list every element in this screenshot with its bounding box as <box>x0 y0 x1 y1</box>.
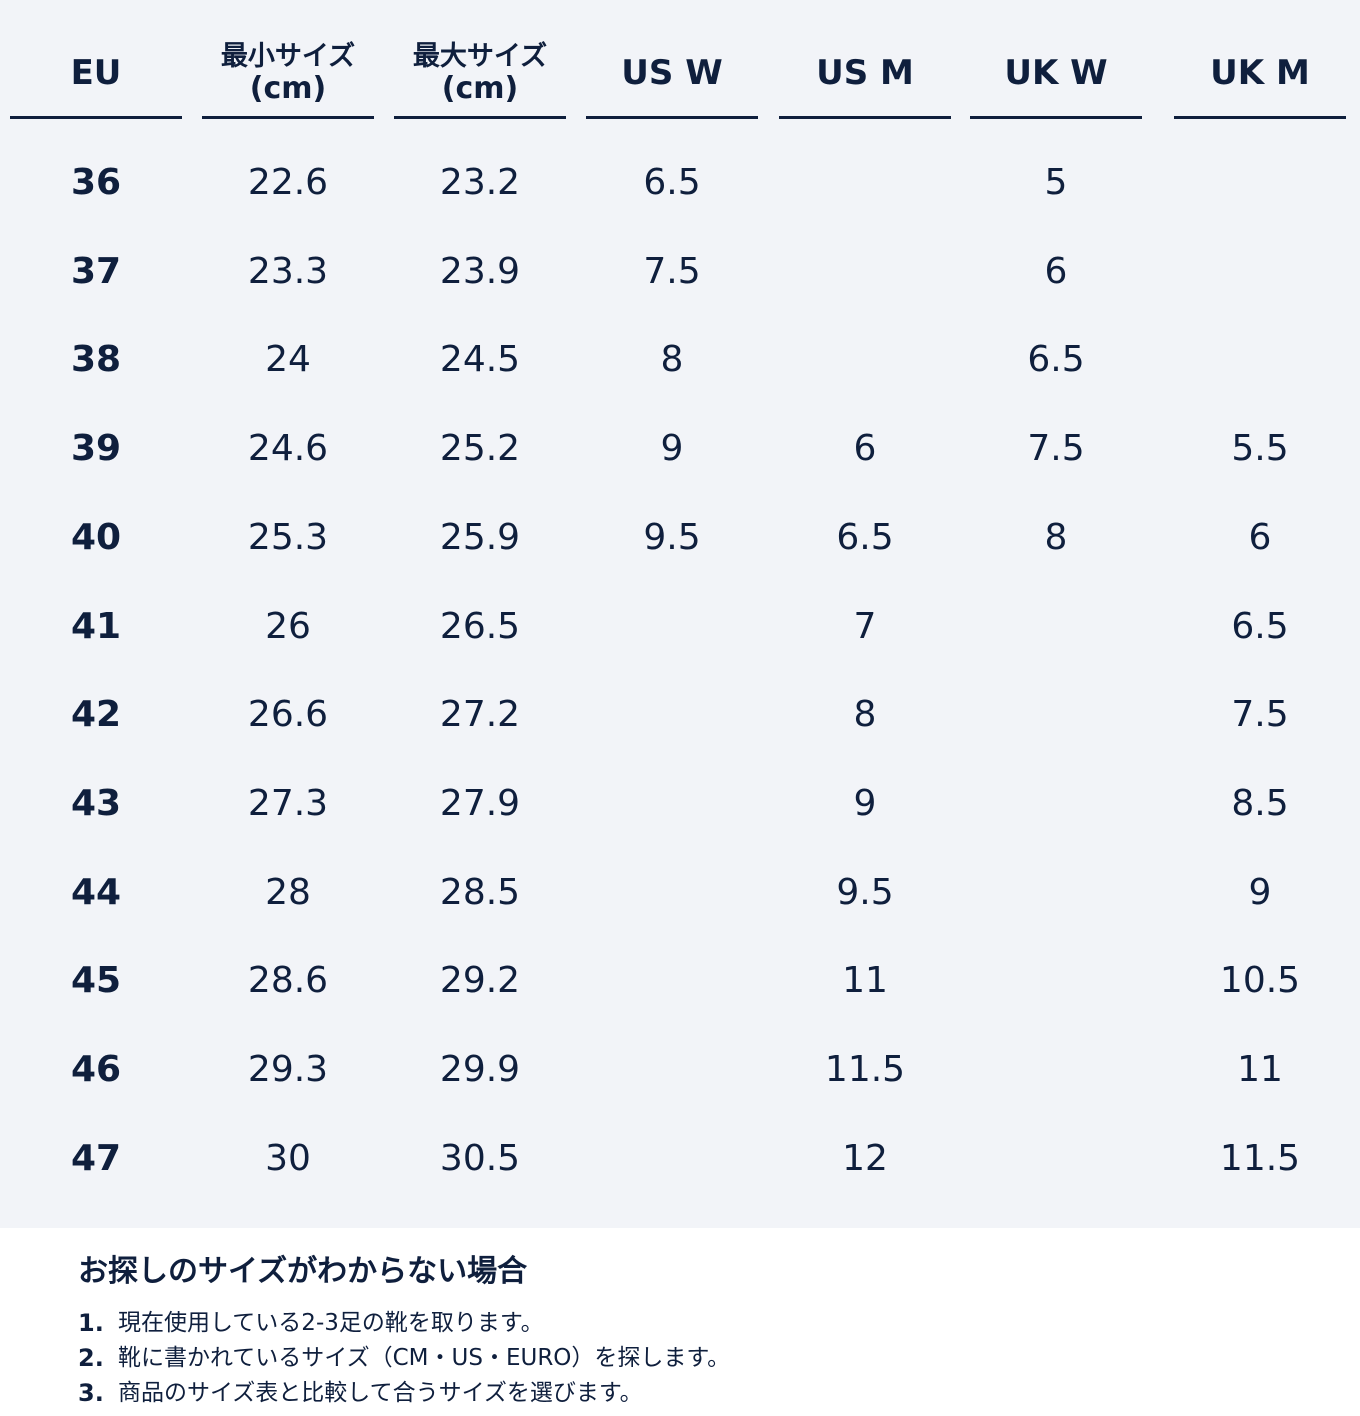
cell-eu: 37 <box>70 250 122 292</box>
cell-max-cm: 27.2 <box>439 694 521 736</box>
cell-us-m: 6 <box>853 428 877 470</box>
cell-eu: 40 <box>70 516 122 558</box>
cell-min-cm: 25.3 <box>247 516 329 558</box>
cell-min-cm: 30 <box>265 1137 311 1179</box>
help-steps: 1. 現在使用している2-3足の靴を取ります。 2. 靴に書かれているサイズ（CM・… <box>78 1306 730 1411</box>
cell-max-cm: 26.5 <box>439 605 521 647</box>
cell-us-m: 6.5 <box>836 516 894 558</box>
cell-uk-m: 7.5 <box>1231 694 1289 736</box>
cell-us-w: 8 <box>660 339 684 381</box>
cell-min-cm: 28 <box>265 871 311 913</box>
column-header-eu: EU <box>10 30 182 119</box>
cell-uk-w: 6 <box>1044 250 1068 292</box>
help-title: お探しのサイズがわからない場合 <box>78 1254 528 1289</box>
cell-min-cm: 29.3 <box>247 1049 329 1090</box>
header-unit: (cm) <box>441 71 519 106</box>
cell-us-m: 11 <box>842 960 888 1002</box>
cell-min-cm: 23.3 <box>247 250 329 292</box>
help-step: 2. 靴に書かれているサイズ（CM・US・EURO）を探します。 <box>78 1341 730 1376</box>
cell-eu: 36 <box>70 162 122 203</box>
cell-us-m: 9.5 <box>836 871 894 913</box>
header-label: UK W <box>1004 53 1108 93</box>
cell-max-cm: 29.2 <box>439 960 521 1002</box>
cell-max-cm: 30.5 <box>439 1137 521 1179</box>
cell-eu: 44 <box>70 871 122 913</box>
cell-uk-m: 9 <box>1248 871 1272 913</box>
step-text: 商品のサイズ表と比較して合うサイズを選びます。 <box>118 1380 643 1406</box>
cell-eu: 46 <box>70 1049 122 1090</box>
header-label: 最大サイズ <box>412 41 548 72</box>
cell-uk-w: 6.5 <box>1027 339 1085 381</box>
help-step: 3. 商品のサイズ表と比較して合うサイズを選びます。 <box>78 1376 730 1411</box>
cell-us-w: 6.5 <box>643 162 701 203</box>
step-text: 現在使用している2-3足の靴を取ります。 <box>118 1310 544 1336</box>
cell-max-cm: 25.9 <box>439 516 521 558</box>
header-label: UK M <box>1210 53 1310 93</box>
step-number: 2. <box>78 1344 104 1372</box>
cell-us-m: 12 <box>842 1137 888 1179</box>
cell-eu: 41 <box>70 605 122 647</box>
cell-uk-m: 6 <box>1248 516 1272 558</box>
cell-uk-m: 8.5 <box>1231 782 1289 824</box>
cell-max-cm: 24.5 <box>439 339 521 381</box>
header-label: 最小サイズ <box>220 41 356 72</box>
cell-eu: 43 <box>70 782 122 824</box>
cell-uk-w: 7.5 <box>1027 428 1085 470</box>
cell-us-m: 7 <box>853 605 877 647</box>
cell-max-cm: 23.2 <box>439 162 521 203</box>
cell-eu: 45 <box>70 960 122 1002</box>
cell-min-cm: 26 <box>265 605 311 647</box>
header-unit: (cm) <box>249 71 327 106</box>
column-header-us-m: US M <box>779 30 951 119</box>
cell-uk-m: 11 <box>1237 1049 1283 1090</box>
cell-min-cm: 22.6 <box>247 162 329 203</box>
column-header-min-cm: 最小サイズ (cm) <box>202 30 374 119</box>
column-header-us-w: US W <box>586 30 758 119</box>
cell-uk-m: 5.5 <box>1231 428 1289 470</box>
column-header-uk-m: UK M <box>1174 30 1346 119</box>
cell-eu: 39 <box>70 428 122 470</box>
cell-uk-m: 6.5 <box>1231 605 1289 647</box>
cell-min-cm: 28.6 <box>247 960 329 1002</box>
cell-uk-w: 5 <box>1044 162 1068 203</box>
column-header-max-cm: 最大サイズ (cm) <box>394 30 566 119</box>
cell-max-cm: 23.9 <box>439 250 521 292</box>
cell-us-m: 11.5 <box>824 1049 906 1090</box>
cell-uk-m: 10.5 <box>1219 960 1301 1002</box>
cell-uk-m: 11.5 <box>1219 1137 1301 1179</box>
help-step: 1. 現在使用している2-3足の靴を取ります。 <box>78 1306 730 1341</box>
cell-max-cm: 29.9 <box>439 1049 521 1090</box>
header-label: US M <box>816 53 914 93</box>
size-help-section: お探しのサイズがわからない場合 1. 現在使用している2-3足の靴を取ります。 2… <box>78 1252 730 1411</box>
step-number: 1. <box>78 1309 104 1337</box>
header-label: EU <box>70 53 122 93</box>
cell-us-w: 9 <box>660 428 684 470</box>
cell-min-cm: 27.3 <box>247 782 329 824</box>
cell-eu: 47 <box>70 1137 122 1179</box>
cell-uk-w: 8 <box>1044 516 1068 558</box>
cell-min-cm: 26.6 <box>247 694 329 736</box>
cell-us-w: 7.5 <box>643 250 701 292</box>
step-number: 3. <box>78 1379 104 1407</box>
cell-us-m: 8 <box>853 694 877 736</box>
cell-min-cm: 24.6 <box>247 428 329 470</box>
header-label: US W <box>621 53 723 93</box>
cell-max-cm: 27.9 <box>439 782 521 824</box>
cell-max-cm: 28.5 <box>439 871 521 913</box>
cell-us-m: 9 <box>853 782 877 824</box>
cell-eu: 42 <box>70 694 122 736</box>
cell-eu: 38 <box>70 339 122 381</box>
cell-max-cm: 25.2 <box>439 428 521 470</box>
cell-us-w: 9.5 <box>643 516 701 558</box>
step-text: 靴に書かれているサイズ（CM・US・EURO）を探します。 <box>118 1345 731 1371</box>
cell-min-cm: 24 <box>265 339 311 381</box>
size-chart-table: EU 最小サイズ (cm) 最大サイズ (cm) US W US M UK W UK M 36 22… <box>0 0 1360 1228</box>
column-header-uk-w: UK W <box>970 30 1142 119</box>
